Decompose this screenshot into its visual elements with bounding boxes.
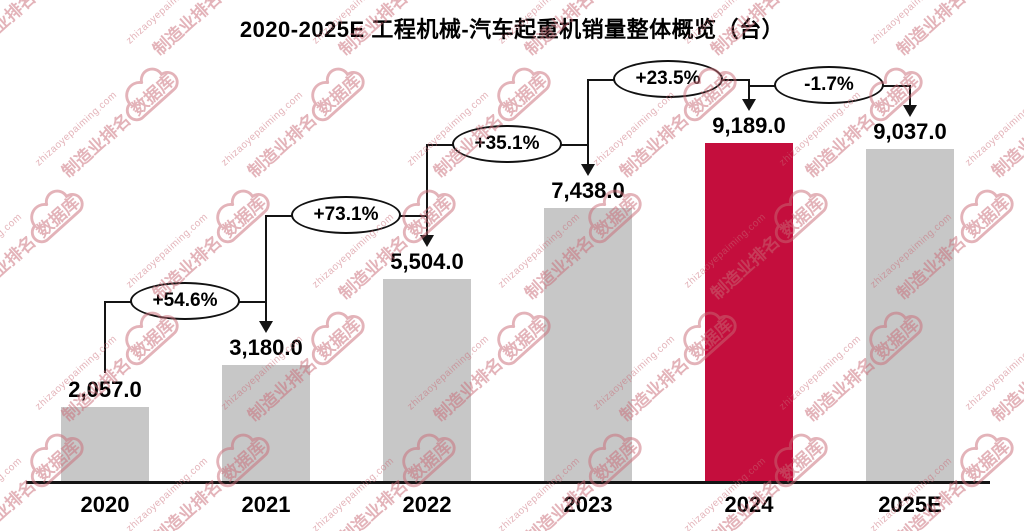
bar-2025E: [866, 149, 954, 483]
watermark-cn-text: 制造业排名数据库: [0, 180, 93, 308]
growth-badge-2022: +73.1%: [291, 196, 401, 234]
watermark-domain-text: zhizaoyepaiming.com: [0, 211, 25, 291]
growth-arrow-2025E: [903, 105, 917, 117]
cloud-icon: [942, 0, 1024, 12]
bar-2023: [544, 208, 632, 483]
watermark-domain-text: zhizaoyepaiming.com: [33, 89, 120, 169]
growth-badge-2023: +35.1%: [452, 125, 562, 163]
watermark-domain-text: zhizaoyepaiming.com: [124, 211, 211, 291]
bar-2021: [222, 365, 310, 483]
growth-connector-riser-2024: [748, 85, 750, 109]
watermark-cn-text: 制造业排名数据库: [52, 58, 188, 186]
growth-connector-riser-2022: [426, 144, 428, 245]
watermark-cn-text: 制造业排名数据库: [424, 58, 560, 186]
growth-connector-riser-2020: [104, 301, 106, 373]
cloud-icon: [960, 433, 1014, 488]
chart-title: 2020-2025E 工程机械-汽车起重机销量整体概览（台）: [239, 17, 785, 42]
growth-badge-2024: +23.5%: [613, 60, 723, 98]
cloud-icon: [311, 67, 365, 122]
cloud-icon: [12, 0, 96, 12]
growth-badge-2021: +54.6%: [130, 282, 240, 320]
growth-badge-2025E: -1.7%: [774, 66, 884, 104]
bar-2024: [705, 143, 793, 483]
cloud-icon: [198, 0, 282, 12]
bar-2020: [61, 407, 149, 483]
x-label-2023: 2023: [563, 492, 613, 517]
cloud-icon: [570, 0, 654, 12]
watermark-cn-text: 制造业排名数据库: [238, 58, 374, 186]
x-label-2024: 2024: [724, 492, 774, 517]
watermark-domain-text: zhizaoyepaiming.com: [219, 89, 306, 169]
x-label-2022: 2022: [402, 492, 452, 517]
cloud-icon: [384, 0, 468, 12]
growth-connector-riser-2021: [265, 215, 267, 331]
cloud-icon: [125, 67, 179, 122]
x-label-2021: 2021: [241, 492, 291, 517]
watermark-domain-text: zhizaoyepaiming.com: [963, 333, 1024, 413]
value-label-2023: 7,438.0: [551, 178, 625, 203]
value-label-2020: 2,057.0: [68, 377, 142, 402]
x-label-2020: 2020: [80, 492, 130, 517]
watermark-domain-text: zhizaoyepaiming.com: [963, 89, 1024, 169]
cloud-icon: [497, 67, 551, 122]
cloud-icon: [960, 189, 1014, 244]
value-label-2025E: 9,037.0: [873, 119, 947, 144]
growth-connector-drop-2025E: [909, 85, 911, 105]
value-label-2024: 9,189.0: [712, 113, 786, 138]
x-label-2025E: 2025E: [878, 492, 942, 517]
x-axis-line: [26, 481, 990, 484]
growth-connector-riser-2023: [587, 79, 589, 174]
value-label-2022: 5,504.0: [390, 249, 464, 274]
value-label-2021: 3,180.0: [229, 335, 303, 360]
bar-2022: [383, 279, 471, 483]
cloud-icon: [756, 0, 840, 12]
cloud-icon: [30, 189, 84, 244]
